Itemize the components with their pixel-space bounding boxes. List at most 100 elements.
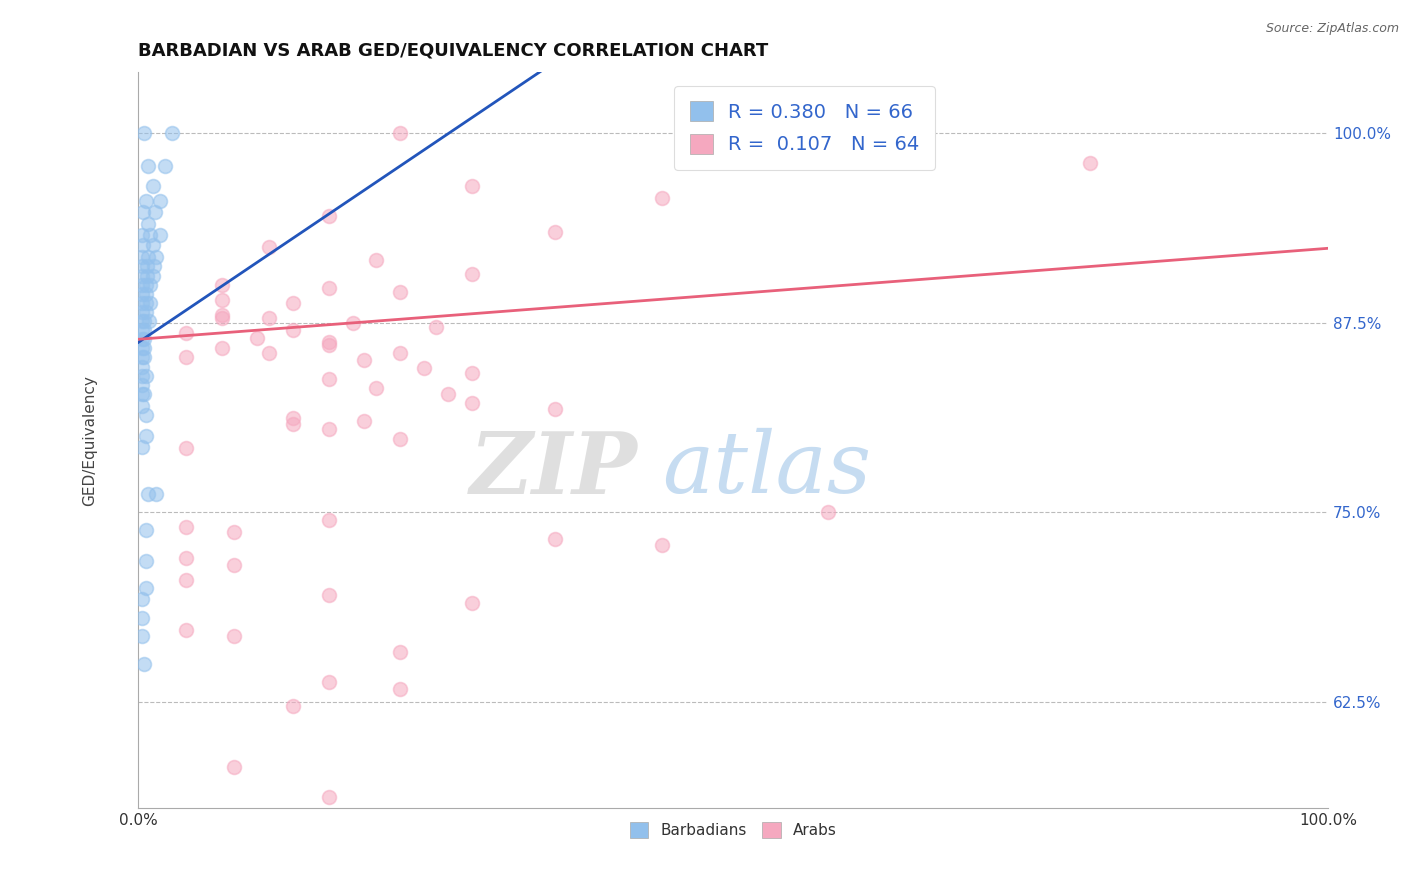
Point bbox=[145, 251, 167, 265]
Point bbox=[135, 286, 157, 301]
Point bbox=[389, 433, 412, 447]
Point bbox=[142, 179, 165, 194]
Point bbox=[222, 629, 245, 643]
Point bbox=[174, 326, 197, 341]
Point bbox=[131, 227, 153, 242]
Point bbox=[318, 281, 340, 295]
Point bbox=[211, 277, 233, 292]
Point bbox=[318, 513, 340, 527]
Point bbox=[142, 268, 165, 283]
Point bbox=[131, 377, 153, 392]
Point bbox=[135, 194, 157, 209]
Point bbox=[131, 611, 153, 625]
Point bbox=[651, 191, 673, 205]
Point bbox=[131, 368, 153, 383]
Point bbox=[389, 346, 412, 360]
Text: atlas: atlas bbox=[662, 428, 872, 511]
Point bbox=[460, 396, 482, 410]
Point bbox=[135, 524, 157, 538]
Point bbox=[131, 296, 153, 310]
Text: BARBADIAN VS ARAB GED/EQUIVALENCY CORRELATION CHART: BARBADIAN VS ARAB GED/EQUIVALENCY CORREL… bbox=[138, 42, 769, 60]
Legend: Barbadians, Arabs: Barbadians, Arabs bbox=[624, 816, 842, 844]
Point bbox=[259, 240, 281, 254]
Point bbox=[135, 305, 157, 319]
Point bbox=[131, 314, 153, 328]
Point bbox=[131, 268, 153, 283]
Point bbox=[131, 251, 153, 265]
Point bbox=[131, 305, 153, 319]
Point bbox=[139, 227, 162, 242]
Point bbox=[222, 760, 245, 774]
Point bbox=[318, 422, 340, 436]
Point bbox=[134, 314, 156, 328]
Point bbox=[211, 311, 233, 326]
Point bbox=[342, 316, 364, 330]
Point bbox=[136, 251, 159, 265]
Point bbox=[135, 296, 157, 310]
Point bbox=[1078, 156, 1101, 170]
Point bbox=[174, 442, 197, 456]
Point bbox=[318, 589, 340, 603]
Point bbox=[132, 238, 155, 252]
Point bbox=[131, 351, 153, 365]
Point bbox=[131, 323, 153, 337]
Point bbox=[134, 351, 156, 365]
Point bbox=[131, 286, 153, 301]
Point bbox=[318, 790, 340, 805]
Point bbox=[281, 296, 304, 310]
Point bbox=[131, 277, 153, 292]
Point bbox=[211, 293, 233, 307]
Point bbox=[460, 267, 482, 281]
Point bbox=[135, 408, 157, 422]
Point bbox=[281, 699, 304, 714]
Point bbox=[136, 160, 159, 174]
Point bbox=[131, 387, 153, 401]
Point bbox=[131, 359, 153, 374]
Point bbox=[135, 368, 157, 383]
Point bbox=[131, 260, 153, 274]
Text: ZIP: ZIP bbox=[470, 428, 638, 511]
Point bbox=[131, 399, 153, 413]
Y-axis label: GED/Equivalency: GED/Equivalency bbox=[82, 375, 97, 506]
Point bbox=[153, 160, 176, 174]
Point bbox=[460, 596, 482, 610]
Point bbox=[211, 342, 233, 356]
Point bbox=[139, 296, 162, 310]
Point bbox=[544, 402, 567, 417]
Point bbox=[366, 381, 388, 395]
Point bbox=[353, 414, 375, 428]
Point bbox=[149, 194, 172, 209]
Point bbox=[460, 179, 482, 194]
Point bbox=[281, 323, 304, 337]
Point bbox=[436, 387, 458, 401]
Point bbox=[136, 487, 159, 501]
Point bbox=[132, 205, 155, 219]
Point bbox=[389, 644, 412, 658]
Point bbox=[366, 253, 388, 268]
Point bbox=[211, 308, 233, 322]
Point bbox=[139, 277, 162, 292]
Point bbox=[413, 361, 436, 376]
Point bbox=[174, 520, 197, 534]
Point bbox=[389, 285, 412, 300]
Point bbox=[136, 217, 159, 231]
Point bbox=[143, 205, 166, 219]
Point bbox=[135, 553, 157, 567]
Point bbox=[259, 311, 281, 326]
Point bbox=[259, 346, 281, 360]
Point bbox=[131, 629, 153, 643]
Point bbox=[425, 320, 447, 334]
Point bbox=[174, 574, 197, 588]
Point bbox=[246, 331, 269, 345]
Point bbox=[281, 417, 304, 432]
Point bbox=[134, 342, 156, 356]
Point bbox=[259, 816, 281, 830]
Point bbox=[160, 126, 183, 140]
Point bbox=[817, 505, 839, 519]
Point bbox=[131, 342, 153, 356]
Point bbox=[138, 314, 160, 328]
Point bbox=[135, 581, 157, 595]
Point bbox=[460, 366, 482, 380]
Text: Source: ZipAtlas.com: Source: ZipAtlas.com bbox=[1265, 22, 1399, 36]
Point bbox=[281, 411, 304, 425]
